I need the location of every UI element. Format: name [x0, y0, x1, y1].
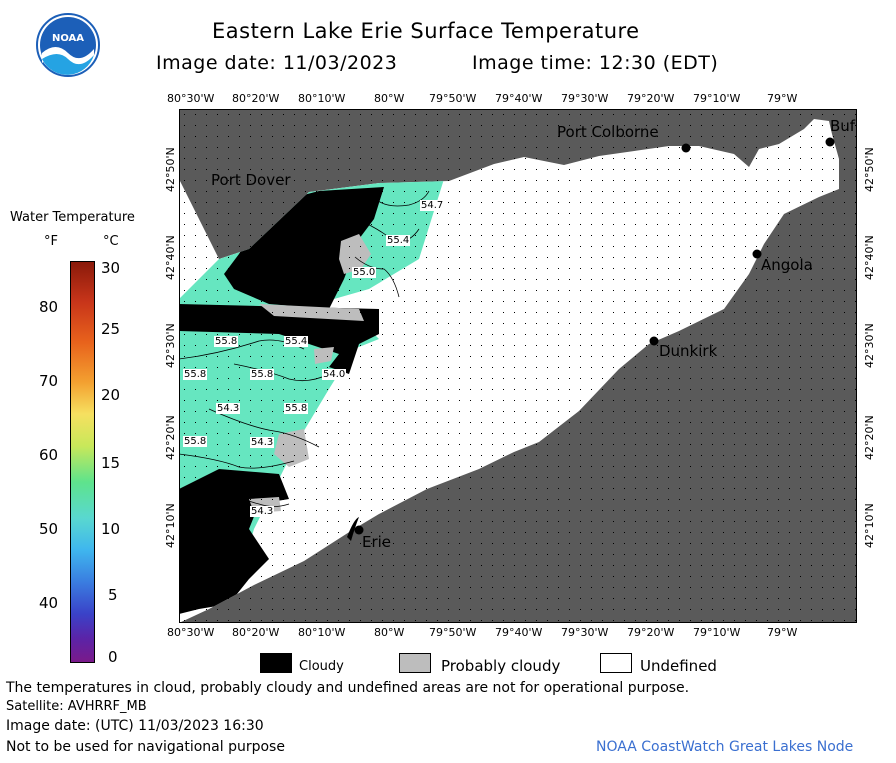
footer-credit: NOAA CoastWatch Great Lakes Node	[596, 739, 854, 755]
lon-top-7: 79°20'W	[627, 92, 675, 105]
erie-dot	[354, 525, 364, 535]
footer-disclaimer: The temperatures in cloud, probably clou…	[6, 680, 690, 696]
contour-label: 54.3	[216, 403, 241, 414]
legend-undefined-swatch	[600, 653, 632, 673]
lon-bottom-3: 80°W	[374, 626, 405, 639]
buffalo-dot	[825, 137, 835, 147]
lat-right-0: 42°50'N	[863, 147, 876, 192]
lon-top-2: 80°10'W	[298, 92, 346, 105]
lon-top-8: 79°10'W	[693, 92, 741, 105]
lat-right-3: 42°20'N	[863, 415, 876, 460]
lat-left-4: 42°10'N	[164, 503, 177, 548]
city-buffalo: Buf	[830, 117, 856, 135]
legend-cloudy-label: Cloudy	[299, 659, 344, 674]
contour-label: 55.8	[214, 336, 239, 347]
footer-navigation-warning: Not to be used for navigational purpose	[6, 739, 285, 755]
contour-label: 55.4	[386, 235, 411, 246]
presque-isle	[347, 517, 359, 541]
contour-label: 55.8	[183, 369, 208, 380]
legend-probably-cloudy-swatch	[399, 653, 431, 673]
angola-dot	[752, 249, 762, 259]
lat-left-2: 42°30'N	[164, 323, 177, 368]
legend-undefined-label: Undefined	[640, 657, 717, 675]
city-port-dover: Port Dover	[211, 171, 291, 189]
c-tick-15: 15	[101, 454, 121, 472]
lon-bottom-5: 79°40'W	[495, 626, 543, 639]
lon-top-3: 80°W	[374, 92, 405, 105]
lon-top-9: 79°W	[767, 92, 798, 105]
lon-bottom-0: 80°30'W	[167, 626, 215, 639]
lon-bottom-8: 79°10'W	[693, 626, 741, 639]
c-tick-10: 10	[101, 520, 121, 538]
c-tick-30: 30	[101, 259, 121, 277]
lon-bottom-2: 80°10'W	[298, 626, 346, 639]
lat-left-1: 42°40'N	[164, 235, 177, 280]
f-tick-60: 60	[39, 446, 59, 464]
lat-right-1: 42°40'N	[863, 235, 876, 280]
c-tick-5: 5	[108, 586, 118, 604]
lon-bottom-7: 79°20'W	[627, 626, 675, 639]
port-colborne-dot	[681, 143, 691, 153]
legend-cloudy-swatch	[260, 653, 292, 673]
footer-utc-date: Image date: (UTC) 11/03/2023 16:30	[6, 718, 264, 734]
graticule	[179, 109, 857, 623]
f-tick-40: 40	[39, 594, 59, 612]
contour-label: 54.7	[420, 200, 445, 211]
lon-top-5: 79°40'W	[495, 92, 543, 105]
lon-top-1: 80°20'W	[232, 92, 280, 105]
map-title: Eastern Lake Erie Surface Temperature	[212, 19, 640, 43]
contour-label: 55.0	[352, 267, 377, 278]
f-tick-70: 70	[39, 372, 59, 390]
lon-bottom-4: 79°50'W	[429, 626, 477, 639]
lat-right-2: 42°30'N	[863, 323, 876, 368]
city-angola: Angola	[761, 256, 813, 274]
lat-right-4: 42°10'N	[863, 503, 876, 548]
lake-erie-map	[179, 109, 857, 623]
unit-fahrenheit: °F	[44, 234, 58, 249]
dunkirk-dot	[649, 336, 659, 346]
logo-text: NOAA	[52, 33, 84, 44]
temperature-colorbar	[70, 261, 95, 663]
lat-left-3: 42°20'N	[164, 415, 177, 460]
contour-label: 54.0	[322, 369, 347, 380]
c-tick-20: 20	[101, 386, 121, 404]
lon-top-6: 79°30'W	[561, 92, 609, 105]
image-date: Image date: 11/03/2023	[156, 52, 398, 74]
legend-probably-cloudy-label: Probably cloudy	[441, 657, 561, 675]
contour-label: 55.4	[284, 336, 309, 347]
contour-label: 55.8	[250, 369, 275, 380]
lon-bottom-9: 79°W	[767, 626, 798, 639]
lon-top-4: 79°50'W	[429, 92, 477, 105]
lon-bottom-1: 80°20'W	[232, 626, 280, 639]
unit-celsius: °C	[103, 234, 119, 249]
contour-label: 55.8	[183, 436, 208, 447]
lon-top-0: 80°30'W	[167, 92, 215, 105]
city-dunkirk: Dunkirk	[659, 342, 718, 360]
contour-label: 54.3	[250, 437, 275, 448]
f-tick-50: 50	[39, 520, 59, 538]
contour-label: 55.8	[284, 403, 309, 414]
footer-satellite: Satellite: AVHRRF_MB	[6, 699, 147, 714]
city-port-colborne: Port Colborne	[557, 123, 659, 141]
contour-label: 54.3	[250, 506, 275, 517]
c-tick-25: 25	[101, 320, 121, 338]
f-tick-80: 80	[39, 298, 59, 316]
city-erie: Erie	[362, 533, 392, 551]
lat-left-0: 42°50'N	[164, 147, 177, 192]
colorbar-title: Water Temperature	[10, 210, 135, 225]
c-tick-0: 0	[108, 648, 118, 666]
lon-bottom-6: 79°30'W	[561, 626, 609, 639]
noaa-logo: NOAA	[36, 13, 100, 77]
image-time: Image time: 12:30 (EDT)	[472, 52, 719, 74]
